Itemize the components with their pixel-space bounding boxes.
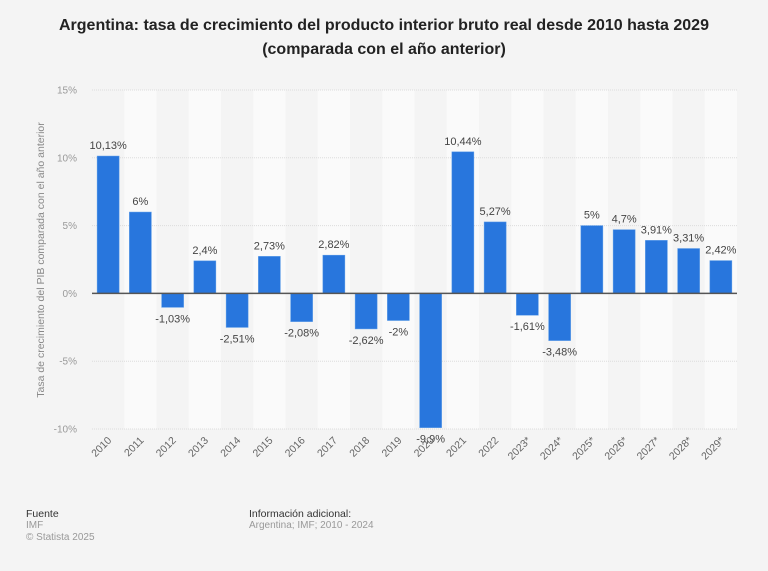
bar bbox=[548, 293, 571, 341]
bar bbox=[129, 211, 152, 294]
info-text: Argentina; IMF; 2010 - 2024 bbox=[249, 520, 374, 531]
source-name[interactable]: IMF bbox=[26, 520, 44, 531]
x-tick-label: 2023* bbox=[506, 435, 534, 463]
x-tick-label: 2029* bbox=[699, 435, 727, 463]
data-label: 5% bbox=[584, 210, 600, 222]
bar bbox=[96, 155, 120, 294]
bar bbox=[419, 293, 442, 428]
footer-source: Fuente IMF © Statista 2025 bbox=[26, 508, 95, 544]
column-band bbox=[188, 90, 221, 429]
x-tick-label: 2024* bbox=[538, 435, 566, 463]
copyright: © Statista 2025 bbox=[26, 532, 95, 543]
bar bbox=[258, 256, 281, 294]
x-tick-label: 2013 bbox=[186, 435, 211, 460]
x-tick-label: 2019 bbox=[379, 435, 404, 460]
x-tick-label: 2021 bbox=[444, 435, 469, 460]
chart-title-main: Argentina: tasa de crecimiento del produ… bbox=[59, 17, 709, 34]
data-label: 2,73% bbox=[254, 240, 285, 252]
chart-title: Argentina: tasa de crecimiento del produ… bbox=[0, 14, 768, 62]
data-label: -1,61% bbox=[510, 321, 545, 333]
data-label: 5,27% bbox=[480, 206, 511, 218]
data-label: 6% bbox=[132, 196, 148, 208]
y-tick-label: 5% bbox=[63, 221, 78, 232]
column-band bbox=[704, 90, 737, 429]
x-tick-label: 2016 bbox=[283, 435, 308, 460]
bar bbox=[451, 151, 475, 294]
x-tick-label: 2022 bbox=[476, 435, 501, 460]
column-band bbox=[511, 90, 544, 429]
y-tick-label: 0% bbox=[63, 289, 78, 300]
data-label: 10,44% bbox=[444, 136, 482, 148]
x-tick-label: 2015 bbox=[250, 435, 275, 460]
data-label: 2,4% bbox=[192, 245, 217, 257]
x-tick-label: 2018 bbox=[347, 435, 372, 460]
data-label: -3,48% bbox=[542, 347, 577, 359]
x-tick-label: 2010 bbox=[89, 435, 114, 460]
column-band bbox=[382, 90, 415, 429]
bar bbox=[354, 293, 378, 330]
bar bbox=[193, 260, 217, 294]
bar bbox=[290, 293, 313, 322]
x-tick-label: 2017 bbox=[315, 435, 340, 460]
data-label: 3,31% bbox=[673, 233, 704, 245]
bar bbox=[387, 293, 410, 321]
data-label: 10,13% bbox=[89, 140, 127, 152]
bar bbox=[161, 293, 184, 308]
data-label: -2,51% bbox=[220, 333, 255, 345]
x-tick-label: 2028* bbox=[667, 435, 695, 463]
y-tick-label: -10% bbox=[54, 425, 77, 436]
data-label: 3,91% bbox=[641, 224, 672, 236]
footer-additional-info: Información adicional: Argentina; IMF; 2… bbox=[249, 508, 374, 532]
bar bbox=[580, 225, 604, 294]
info-heading: Información adicional: bbox=[249, 508, 352, 520]
bar bbox=[516, 293, 539, 316]
x-tick-label: 2026* bbox=[602, 435, 630, 463]
data-label: -2,08% bbox=[284, 328, 319, 340]
bar bbox=[677, 248, 700, 294]
data-label: 2,82% bbox=[318, 239, 349, 251]
source-heading: Fuente bbox=[26, 508, 59, 520]
bar bbox=[225, 293, 249, 328]
x-tick-label: 2012 bbox=[154, 435, 179, 460]
data-label: -2% bbox=[389, 327, 409, 339]
bars bbox=[96, 151, 733, 428]
data-label: -1,03% bbox=[155, 313, 190, 325]
x-tick-label: 2025* bbox=[570, 435, 598, 463]
chart-subtitle: (comparada con el año anterior) bbox=[262, 41, 506, 58]
y-tick-label: 15% bbox=[57, 86, 77, 97]
bar bbox=[483, 221, 507, 294]
data-label: -9,9% bbox=[416, 434, 445, 446]
y-tick-label: -5% bbox=[59, 357, 77, 368]
y-axis-title: Tasa de crecimiento del PIB comparada co… bbox=[35, 122, 47, 398]
data-label: 4,7% bbox=[612, 214, 637, 226]
y-axis-ticks: 15% 10% 5% 0% -5% -10% bbox=[54, 86, 77, 436]
bar bbox=[645, 240, 668, 294]
bar bbox=[709, 260, 733, 294]
bar bbox=[322, 254, 346, 294]
data-labels: 10,13% 6% -1,03% 2,4% -2,51% 2,73% -2,08% 2,82%… bbox=[89, 136, 736, 446]
y-tick-label: 10% bbox=[57, 153, 77, 164]
gridlines bbox=[92, 89, 737, 430]
x-tick-label: 2011 bbox=[122, 435, 147, 460]
data-label: -2,62% bbox=[349, 335, 384, 347]
data-label: 2,42% bbox=[705, 245, 736, 257]
bar bbox=[612, 229, 636, 294]
x-axis-ticks: 2010 2011 2012 2013 2014 2015 2016 2017 2018 2019… bbox=[89, 435, 727, 463]
x-tick-label: 2027* bbox=[635, 435, 663, 463]
x-tick-label: 2014 bbox=[218, 435, 243, 460]
